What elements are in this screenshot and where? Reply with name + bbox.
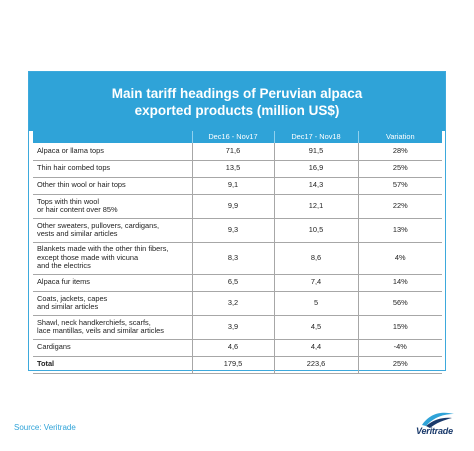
product-name-cell: Other thin wool or hair tops: [33, 177, 192, 195]
value-period-1-cell: 9,1: [191, 177, 274, 195]
product-name-cell: Blankets made with the other thin fibers…: [33, 242, 192, 275]
value-period-2-cell: 10,5: [273, 218, 358, 243]
value-period-2-cell: 4,4: [273, 339, 358, 357]
title-line-1: Main tariff headings of Peruvian alpaca: [111, 86, 363, 101]
variation-cell: 4%: [357, 242, 442, 275]
product-name-line: Thin hair combed tops: [37, 163, 111, 173]
value-period-2-cell: 4,5: [273, 315, 358, 340]
table-row: Alpaca or llama tops 71,6 91,5 28%: [33, 143, 442, 161]
value-period-2-cell: 223,6: [273, 356, 358, 374]
value-period-2-cell: 91,5: [273, 143, 358, 161]
value-period-1-cell: 71,6: [191, 143, 274, 161]
product-name-line: Shawl, neck handkerchiefs, scarfs,: [37, 317, 151, 327]
product-name-line: lace mantillas, veils and similar articl…: [37, 326, 164, 335]
product-name-line: vests and similar articles: [37, 229, 118, 238]
value-period-1-cell: 179,5: [191, 356, 274, 374]
product-name-cell: Total: [33, 356, 192, 374]
product-name-cell: Shawl, neck handkerchiefs, scarfs, lace m…: [33, 315, 192, 340]
value-period-1-cell: 9,3: [191, 218, 274, 243]
product-name-line: and the electrics: [37, 261, 91, 271]
logo-swoosh-icon: [422, 412, 454, 428]
product-name-line: except those made with vicuna: [37, 252, 139, 262]
product-name-line: or hair content over 85%: [37, 205, 118, 214]
header-period-1: Dec16 - Nov17: [191, 131, 274, 143]
product-name-line: Other sweaters, pullovers, cardigans,: [37, 220, 159, 230]
table-row: Alpaca fur items 6,5 7,4 14%: [33, 274, 442, 292]
product-name-cell: Other sweaters, pullovers, cardigans, ves…: [33, 218, 192, 243]
header-row: Dec16 - Nov17 Dec17 - Nov18 Variation: [33, 131, 442, 143]
table-body: Alpaca or llama tops 71,6 91,5 28% Thin hair…: [33, 143, 442, 374]
value-period-2-cell: 5: [273, 291, 358, 316]
table-row: Shawl, neck handkerchiefs, scarfs, lace m…: [33, 315, 442, 340]
product-name-line: Coats, jackets, capes: [37, 293, 108, 303]
variation-cell: -4%: [357, 339, 442, 357]
value-period-2-cell: 7,4: [273, 274, 358, 292]
product-name-line: Tops with thin wool: [37, 196, 100, 206]
variation-cell: 57%: [357, 177, 442, 195]
product-name-line: Alpaca fur items: [37, 277, 90, 287]
variation-cell: 56%: [357, 291, 442, 316]
value-period-2-cell: 16,9: [273, 160, 358, 178]
product-name-line: Cardigans: [37, 342, 71, 352]
variation-cell: 14%: [357, 274, 442, 292]
product-name-line: Total: [37, 359, 55, 369]
value-period-1-cell: 4,6: [191, 339, 274, 357]
value-period-2-cell: 12,1: [273, 194, 358, 219]
variation-cell: 25%: [357, 356, 442, 374]
variation-cell: 13%: [357, 218, 442, 243]
table-row: Tops with thin wool or hair content over …: [33, 194, 442, 219]
title-line-2: exported products (million US$): [134, 103, 340, 118]
value-period-1-cell: 6,5: [191, 274, 274, 292]
variation-cell: 15%: [357, 315, 442, 340]
value-period-1-cell: 8,3: [191, 242, 274, 275]
product-name-line: Other thin wool or hair tops: [37, 180, 126, 190]
value-period-2-cell: 8,6: [273, 242, 358, 275]
header-period-2: Dec17 - Nov18: [273, 131, 358, 143]
header-product: [33, 131, 192, 143]
tariff-table: Dec16 - Nov17 Dec17 - Nov18 Variation Al…: [33, 131, 442, 374]
variation-cell: 28%: [357, 143, 442, 161]
value-period-1-cell: 3,9: [191, 315, 274, 340]
veritrade-logo: Veritrade: [404, 411, 462, 441]
product-name-cell: Cardigans: [33, 339, 192, 357]
table-row: Thin hair combed tops 13,5 16,9 25%: [33, 160, 442, 178]
variation-cell: 25%: [357, 160, 442, 178]
title-band: Main tariff headings of Peruvian alpaca …: [29, 72, 445, 131]
header-variation: Variation: [357, 131, 442, 143]
variation-cell: 22%: [357, 194, 442, 219]
value-period-1-cell: 3,2: [191, 291, 274, 316]
product-name-line: Blankets made with the other thin fibers…: [37, 244, 169, 254]
product-name-cell: Thin hair combed tops: [33, 160, 192, 178]
product-name-line: Alpaca or llama tops: [37, 146, 104, 156]
product-name-cell: Alpaca fur items: [33, 274, 192, 292]
table-row: Cardigans 4,6 4,4 -4%: [33, 339, 442, 357]
total-row: Total 179,5 223,6 25%: [33, 356, 442, 374]
table-row: Other sweaters, pullovers, cardigans, ves…: [33, 218, 442, 243]
value-period-1-cell: 13,5: [191, 160, 274, 178]
table-row: Blankets made with the other thin fibers…: [33, 242, 442, 275]
product-name-cell: Alpaca or llama tops: [33, 143, 192, 161]
logo-text: Veritrade: [416, 426, 453, 436]
table-title: Main tariff headings of Peruvian alpaca …: [29, 85, 445, 119]
table-card: Main tariff headings of Peruvian alpaca …: [28, 71, 446, 374]
value-period-1-cell: 9,9: [191, 194, 274, 219]
product-name-line: and similar articles: [37, 302, 99, 311]
table-row: Other thin wool or hair tops 9,1 14,3 57%: [33, 177, 442, 195]
value-period-2-cell: 14,3: [273, 177, 358, 195]
product-name-cell: Tops with thin wool or hair content over …: [33, 194, 192, 219]
product-name-cell: Coats, jackets, capes and similar article…: [33, 291, 192, 316]
table-row: Coats, jackets, capes and similar article…: [33, 291, 442, 316]
source-note: Source: Veritrade: [14, 423, 76, 432]
